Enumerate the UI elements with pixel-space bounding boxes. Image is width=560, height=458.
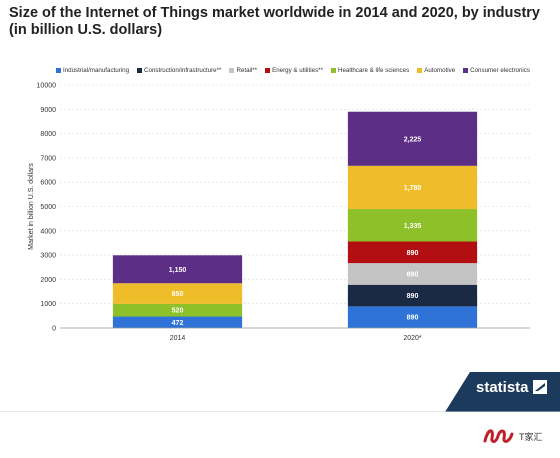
data-label: 1,150 [169, 267, 187, 274]
bar-segment [112, 283, 243, 304]
bar-segment [347, 284, 478, 307]
y-tick-label: 9000 [40, 107, 56, 114]
bar-segment [112, 255, 243, 284]
y-axis: 0 1000 2000 3000 4000 5000 6000 7000 8000 9000 100… [28, 83, 56, 333]
footer-band [0, 372, 560, 412]
bars: 472 520 850 1,150 890 890 890 890 1,335 1,780 2,22… [112, 111, 478, 328]
legend-item[interactable]: Retail** [229, 64, 257, 76]
bar-segment [347, 263, 478, 285]
legend-swatch [265, 67, 271, 73]
legend-label: Automotive [424, 66, 456, 74]
data-label: 520 [172, 308, 184, 315]
legend-swatch [417, 67, 423, 73]
x-axis: 2014 2020* [60, 327, 530, 342]
y-axis-label: Market in billion U.S. dollars [28, 163, 35, 250]
data-label: 890 [407, 271, 419, 278]
legend-item[interactable]: Energy & utilities** [265, 64, 323, 76]
legend-label: Retail** [236, 66, 258, 74]
legend-swatch [56, 67, 61, 73]
y-tick-label: 4000 [40, 228, 56, 235]
legend-label: Healthcare & life sciences [337, 66, 410, 74]
legend-swatch [463, 67, 469, 73]
y-tick-label: 2000 [40, 277, 56, 284]
data-label: 890 [407, 293, 419, 300]
bar-segment [347, 209, 478, 242]
watermark: T家汇 [482, 426, 543, 446]
legend-item[interactable]: Industrial/manufacturing [56, 64, 129, 76]
stacked-bar-chart: 0 1000 2000 3000 4000 5000 6000 7000 8000 9000 100… [28, 83, 530, 342]
legend-swatch [137, 67, 143, 73]
y-tick-label: 8000 [40, 131, 56, 138]
legend-swatch [229, 67, 235, 73]
data-label: 1,780 [404, 185, 422, 192]
data-label: 890 [407, 315, 419, 322]
data-label: 890 [407, 250, 419, 257]
y-tick-label: 1000 [40, 301, 56, 308]
data-label: 1,335 [404, 223, 422, 230]
y-tick-label: 10000 [37, 83, 57, 90]
chart-title: Size of the Internet of Things market wo… [9, 5, 540, 38]
y-tick-label: 3000 [40, 253, 56, 260]
watermark-logo-icon [483, 429, 514, 443]
bar-segment [112, 303, 243, 317]
watermark-text: T家汇 [519, 431, 543, 442]
y-tick-label: 7000 [40, 155, 56, 162]
legend-label: Construction/infrastructure** [144, 66, 222, 74]
y-tick-label: 5000 [40, 204, 56, 211]
legend-item[interactable]: Healthcare & life sciences [330, 64, 410, 76]
chart-legend: Industrial/manufacturing Construction/inf… [28, 64, 558, 76]
legend-label: Energy & utilities** [272, 66, 323, 74]
data-label: 2,225 [404, 136, 422, 143]
legend-item[interactable]: Construction/infrastructure** [137, 64, 221, 76]
legend-swatch [330, 67, 336, 73]
bar-segment [347, 241, 478, 264]
legend-label: Consumer electronics [470, 66, 530, 74]
x-tick-label: 2020* [403, 335, 422, 342]
y-tick-label: 6000 [40, 180, 56, 187]
data-label: 850 [172, 291, 184, 298]
y-tick-label: 0 [52, 326, 56, 333]
statista-logo[interactable]: statista [476, 378, 547, 396]
bar-segment [112, 316, 243, 328]
bar-segment [347, 306, 478, 328]
bar-segment [347, 165, 478, 210]
legend-label: Industrial/manufacturing [63, 66, 130, 74]
footer-shape [0, 372, 560, 412]
legend-item[interactable]: Consumer electronics [463, 64, 530, 76]
data-label: 472 [172, 320, 184, 327]
statista-mark-icon [532, 380, 547, 394]
bar-segment [347, 111, 478, 166]
statista-wordmark: statista [476, 378, 529, 396]
legend-item[interactable]: Automotive [417, 64, 455, 76]
x-tick-label: 2014 [170, 335, 186, 342]
